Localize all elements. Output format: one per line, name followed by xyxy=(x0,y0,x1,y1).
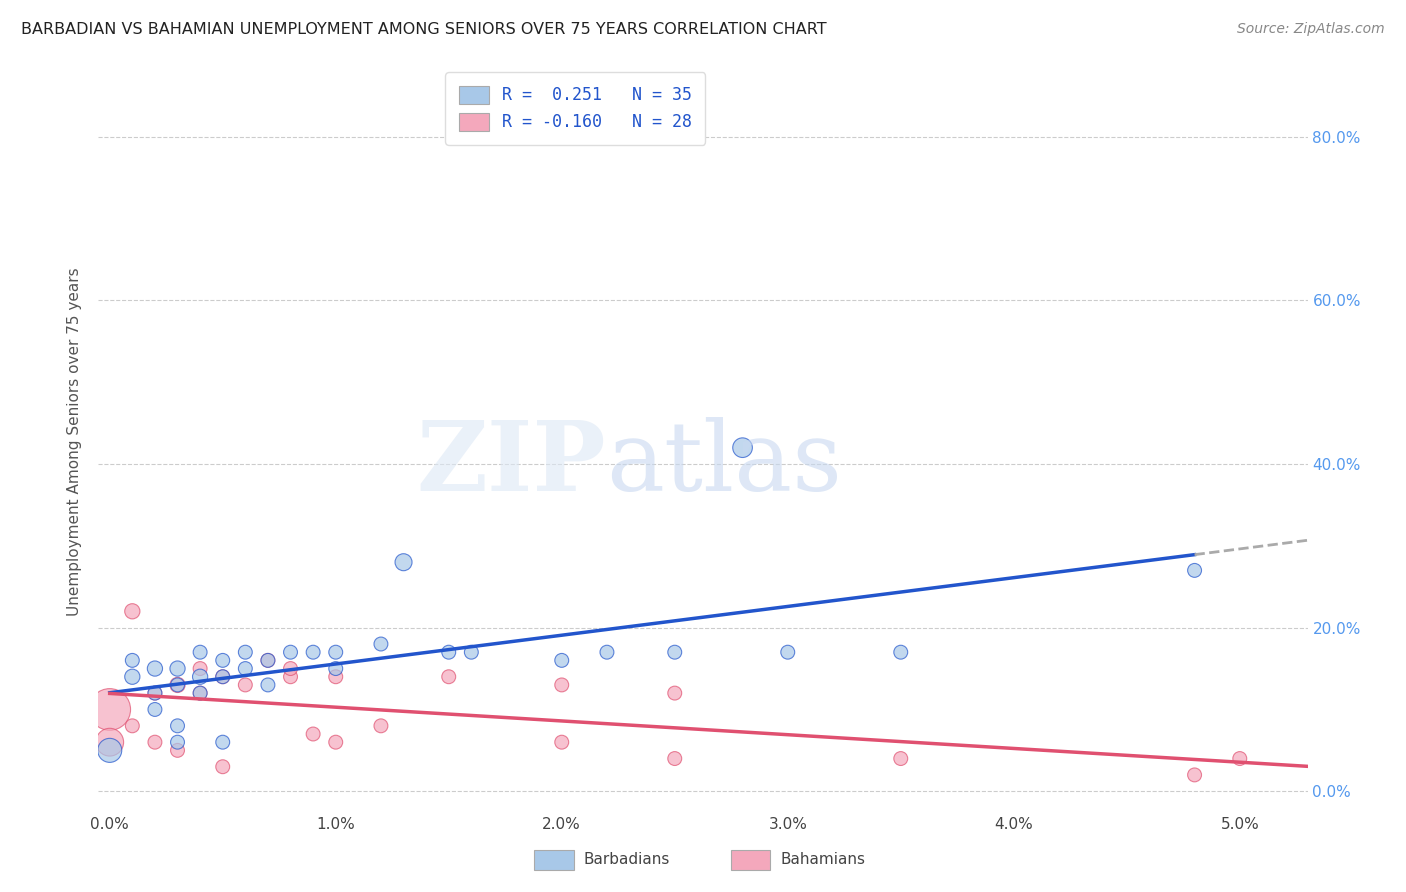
Text: Barbadians: Barbadians xyxy=(583,853,669,867)
Point xyxy=(664,686,686,700)
Point xyxy=(302,645,325,659)
Point xyxy=(98,702,121,716)
Point xyxy=(302,727,325,741)
Point xyxy=(731,441,754,455)
Point xyxy=(166,743,188,757)
Point xyxy=(98,735,121,749)
Point xyxy=(188,670,211,684)
Point xyxy=(551,678,574,692)
Point xyxy=(596,645,619,659)
Point xyxy=(392,555,415,569)
Point xyxy=(121,604,143,618)
Point xyxy=(188,686,211,700)
Point xyxy=(370,637,392,651)
Point xyxy=(166,662,188,676)
Point xyxy=(166,678,188,692)
Point xyxy=(280,662,302,676)
Y-axis label: Unemployment Among Seniors over 75 years: Unemployment Among Seniors over 75 years xyxy=(67,268,83,615)
Point xyxy=(280,645,302,659)
Point xyxy=(325,735,347,749)
Point xyxy=(211,653,233,667)
Point xyxy=(233,645,256,659)
Text: Source: ZipAtlas.com: Source: ZipAtlas.com xyxy=(1237,22,1385,37)
Point xyxy=(211,735,233,749)
Point xyxy=(325,670,347,684)
Point xyxy=(233,662,256,676)
Point xyxy=(776,645,799,659)
Point xyxy=(143,686,166,700)
Point xyxy=(121,653,143,667)
Point xyxy=(280,670,302,684)
Text: atlas: atlas xyxy=(606,417,842,511)
Point xyxy=(437,670,460,684)
Point xyxy=(325,662,347,676)
Point xyxy=(211,670,233,684)
Point xyxy=(1229,751,1251,765)
Point xyxy=(121,670,143,684)
Text: BARBADIAN VS BAHAMIAN UNEMPLOYMENT AMONG SENIORS OVER 75 YEARS CORRELATION CHART: BARBADIAN VS BAHAMIAN UNEMPLOYMENT AMONG… xyxy=(21,22,827,37)
Point xyxy=(890,645,912,659)
Point xyxy=(664,751,686,765)
Point xyxy=(188,686,211,700)
Point xyxy=(98,743,121,757)
Point xyxy=(121,719,143,733)
Point xyxy=(166,719,188,733)
Point xyxy=(257,653,280,667)
Point xyxy=(233,678,256,692)
Point xyxy=(257,653,280,667)
Point xyxy=(166,735,188,749)
Point xyxy=(890,751,912,765)
Legend: R =  0.251   N = 35, R = -0.160   N = 28: R = 0.251 N = 35, R = -0.160 N = 28 xyxy=(446,72,706,145)
Point xyxy=(370,719,392,733)
Point xyxy=(211,760,233,774)
Point xyxy=(325,645,347,659)
Point xyxy=(1184,563,1206,577)
Point xyxy=(143,686,166,700)
Point xyxy=(437,645,460,659)
Point xyxy=(188,662,211,676)
Point xyxy=(143,735,166,749)
Text: Bahamians: Bahamians xyxy=(780,853,865,867)
Point xyxy=(1184,768,1206,782)
Point xyxy=(188,645,211,659)
Point xyxy=(166,678,188,692)
Point xyxy=(460,645,482,659)
Point xyxy=(551,735,574,749)
Point xyxy=(551,653,574,667)
Point xyxy=(664,645,686,659)
Point xyxy=(211,670,233,684)
Point xyxy=(257,678,280,692)
Text: ZIP: ZIP xyxy=(416,417,606,511)
Point xyxy=(143,702,166,716)
Point xyxy=(143,662,166,676)
